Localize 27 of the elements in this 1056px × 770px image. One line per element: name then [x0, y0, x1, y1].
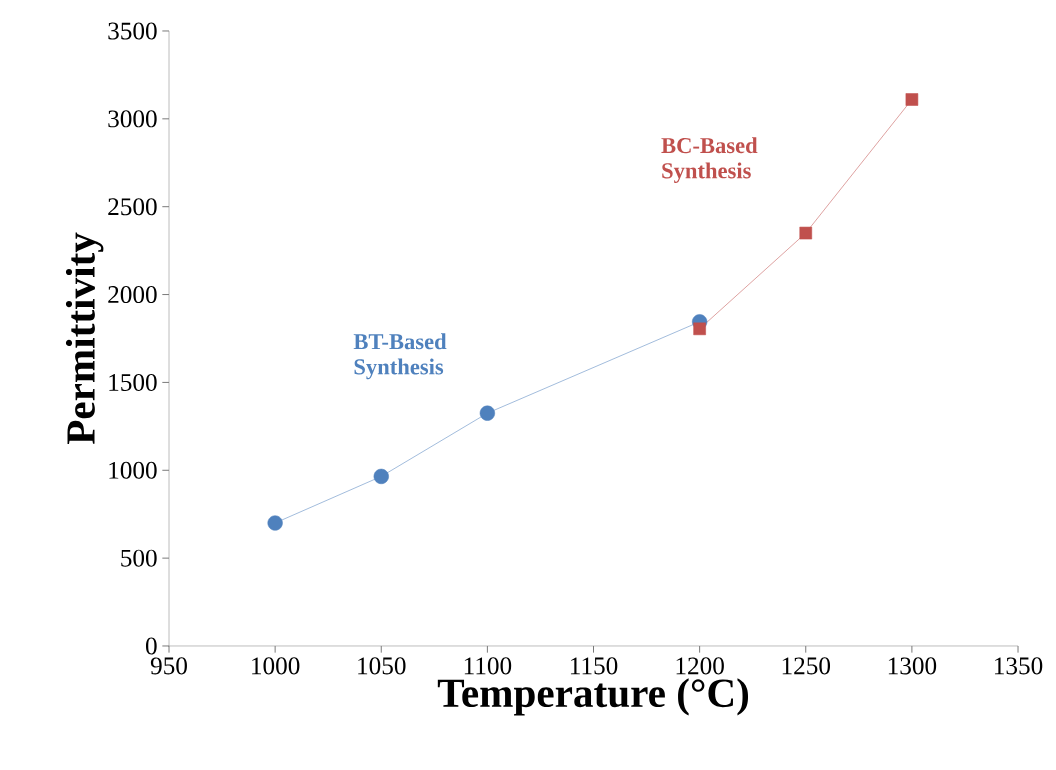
y-tick-label: 1000	[109, 461, 157, 479]
point	[693, 322, 706, 336]
y-tick-label: 3000	[108, 110, 157, 128]
text: BT-Based Synthesis	[353, 333, 447, 380]
y-tick-label: 3500	[108, 22, 157, 40]
point	[373, 468, 389, 485]
x-tick-label: 1050	[358, 657, 406, 675]
y-tick-label: 1500	[109, 373, 157, 391]
x-tick-label: 1100	[464, 657, 512, 675]
x-tick-label: 1150	[570, 657, 618, 675]
x-tick-label: 1200	[676, 657, 724, 675]
point	[267, 515, 283, 531]
point	[799, 226, 813, 240]
point	[479, 405, 495, 421]
x-tick-label: 1300	[888, 657, 937, 675]
y-tick-label: 0	[145, 637, 157, 655]
x-tick-label: 1350	[994, 657, 1043, 675]
y-tick-label: 2500	[108, 198, 157, 216]
y-axis-title: Permittivity	[65, 232, 104, 445]
x-tick-label: 950	[150, 657, 187, 675]
x-axis-title: Temperature (°C)	[437, 678, 749, 716]
y-tick-label: 500	[121, 549, 157, 567]
y-tick-label: 2000	[108, 286, 157, 304]
x-tick-label: 1250	[782, 657, 831, 675]
x-tick-label: 1000	[252, 657, 300, 675]
text: BC-Based Synthesis	[661, 137, 758, 184]
point	[905, 93, 919, 106]
